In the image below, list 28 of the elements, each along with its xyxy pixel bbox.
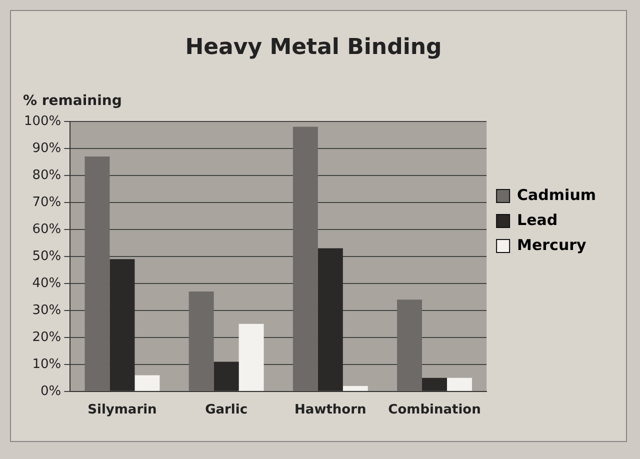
- y-tick-label: 10%: [32, 356, 62, 372]
- y-tick-label: 0%: [40, 384, 62, 399]
- chart-title: Heavy Metal Binding: [185, 34, 442, 60]
- y-axis-title: % remaining: [23, 93, 122, 109]
- x-tick-label: Silymarin: [88, 402, 157, 418]
- bar: [84, 156, 110, 391]
- legend-label: Cadmium: [517, 186, 596, 204]
- bar: [446, 378, 472, 391]
- y-tick-label: 70%: [32, 194, 62, 210]
- y-tick-label: 50%: [32, 248, 62, 264]
- y-tick-label: 80%: [32, 168, 62, 183]
- y-tick-label: 30%: [32, 302, 62, 318]
- y-tick-label: 100%: [24, 114, 62, 129]
- bar: [342, 386, 368, 391]
- y-tick-label: 90%: [32, 140, 62, 156]
- y-tick-label: 20%: [32, 330, 62, 345]
- legend-label: Mercury: [517, 236, 587, 254]
- x-tick-label: Combination: [388, 402, 481, 418]
- bar: [397, 300, 422, 391]
- x-tick-label: Hawthorn: [294, 402, 366, 418]
- bar: [134, 375, 160, 391]
- legend-label: Lead: [517, 210, 558, 229]
- y-tick-label: 60%: [32, 222, 62, 237]
- bar: [188, 292, 214, 391]
- bar: [238, 324, 264, 391]
- y-tick-label: 40%: [32, 276, 62, 291]
- bar: [292, 126, 318, 391]
- x-tick-label: Garlic: [205, 402, 248, 418]
